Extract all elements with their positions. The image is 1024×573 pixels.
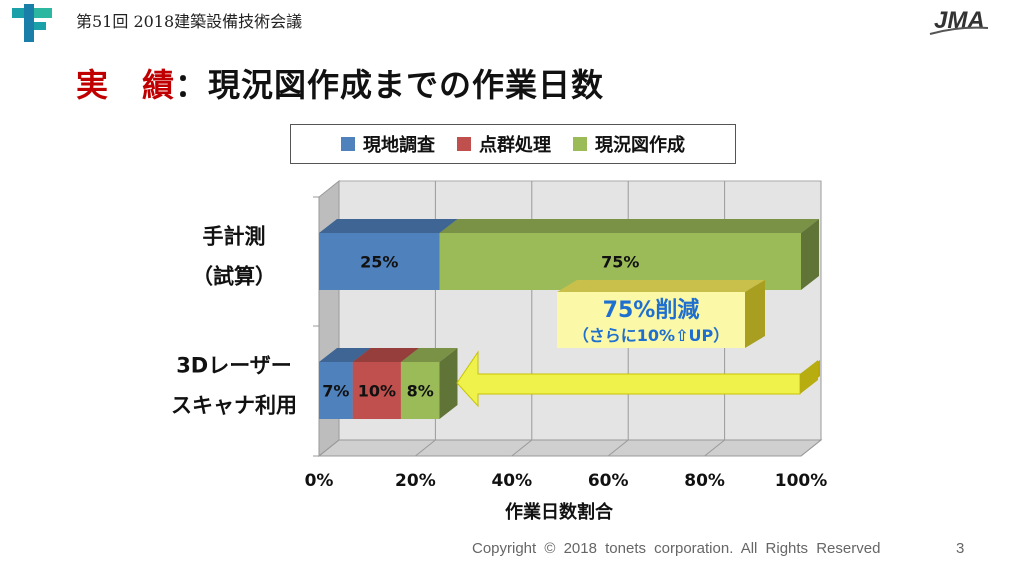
data-label: 75% [601,253,639,272]
category-label: 手計測 [203,225,266,249]
gridline [800,181,822,457]
legend-label-survey: 現地調査 [363,135,435,156]
chart-legend: 現地調査 点群処理 現況図作成 [290,124,736,164]
bar-side-face [801,219,819,290]
title-rest: ：現況図作成までの作業日数 [175,66,605,104]
x-tick-label: 0% [305,471,334,491]
x-tick-label: 80% [684,471,725,491]
x-tick-label: 20% [395,471,436,491]
bar-segment [352,362,401,419]
page-number: 3 [956,540,965,557]
callout-box [557,292,745,348]
callout-top-face [557,280,765,292]
tonets-logo [12,4,52,42]
category-label: 3Dレーザー [176,354,292,378]
legend-item-pointcloud: 点群処理 [457,131,551,157]
bar-top-face [319,348,371,362]
legend-label-drawing: 現況図作成 [595,135,685,156]
category-label: スキャナ利用 [171,394,297,418]
data-label: 7% [322,382,349,401]
bar-segment [319,362,353,419]
arrow-body [456,350,801,408]
slide-title: 実 績：現況図作成までの作業日数 [76,60,604,106]
bar-top-face [319,219,458,233]
legend-item-survey: 現地調査 [341,131,435,157]
legend-swatch-survey [341,137,355,151]
bar-segment [319,233,440,290]
jma-logo: JMA [929,7,989,35]
data-label: 8% [407,382,434,401]
callout-headline: 75%削減 [603,298,700,323]
callout-side-face [745,280,765,348]
conference-name: 第51回 2018建築設備技術会議 [76,12,303,31]
x-axis-label: 作業日数割合 [505,501,614,523]
bar-top-face [400,348,458,362]
legend-label-pointcloud: 点群処理 [479,135,551,156]
reduction-arrow [456,350,820,408]
x-tick-label: 40% [491,471,532,491]
data-label: 25% [360,253,398,272]
category-label: （試算） [192,265,276,289]
reduction-callout: 75%削減 （さらに10%⇧UP） [557,280,765,348]
legend-swatch-pointcloud [457,137,471,151]
legend-swatch-drawing [573,137,587,151]
legend-item-drawing: 現況図作成 [573,131,685,157]
arrow-end-face [800,360,818,394]
title-prefix: 実 績 [76,66,176,104]
chart-floor [317,439,823,457]
bar-top-face [352,348,419,362]
copyright-text: Copyright © 2018 tonets corporation. All… [472,540,881,557]
bar-side-face [439,348,458,419]
data-label: 10% [358,382,396,401]
callout-subtext: （さらに10%⇧UP） [573,326,729,345]
x-tick-label: 100% [775,471,828,491]
svg-text:JMA: JMA [934,7,985,34]
bar-top-face [439,219,819,233]
x-tick-label: 60% [588,471,629,491]
bar-segment [400,362,440,419]
